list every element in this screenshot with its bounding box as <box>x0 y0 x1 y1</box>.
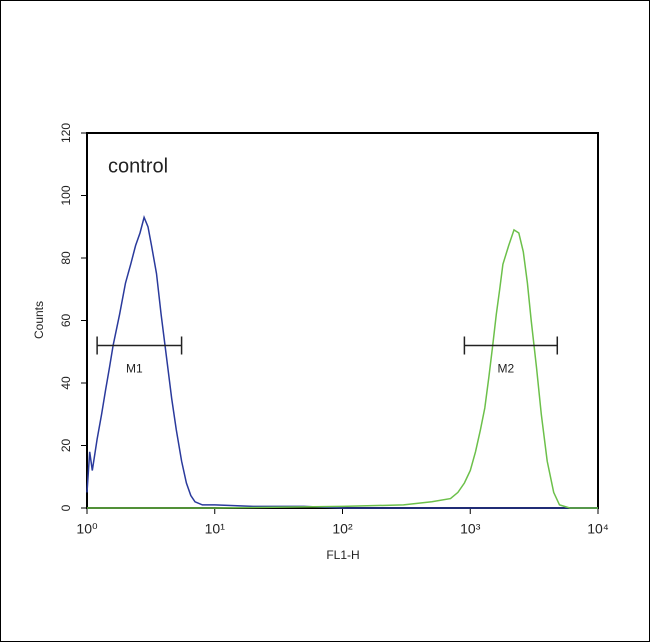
histogram-line <box>87 228 598 509</box>
x-axis-label: FL1-H <box>326 548 359 562</box>
y-tick-label: 0 <box>59 504 73 511</box>
x-tick-label: 10⁰ <box>76 521 98 537</box>
y-tick-label: 120 <box>59 123 73 143</box>
x-tick-label: 10¹ <box>205 521 226 537</box>
x-tick-label: 10⁴ <box>587 521 609 537</box>
marker-label: M1 <box>126 362 143 376</box>
marker-label: M2 <box>498 362 515 376</box>
x-tick-label: 10² <box>332 521 353 537</box>
plot-area <box>86 132 599 509</box>
y-tick-label: 60 <box>59 314 73 328</box>
y-tick-label: 100 <box>59 185 73 205</box>
y-tick-label: 80 <box>59 251 73 265</box>
y-axis-label: Counts <box>32 301 46 339</box>
annotation: control <box>108 155 168 177</box>
histogram-line <box>86 215 598 509</box>
y-tick-label: 20 <box>59 439 73 453</box>
x-tick-label: 10³ <box>460 521 481 537</box>
y-tick-label: 40 <box>59 376 73 390</box>
